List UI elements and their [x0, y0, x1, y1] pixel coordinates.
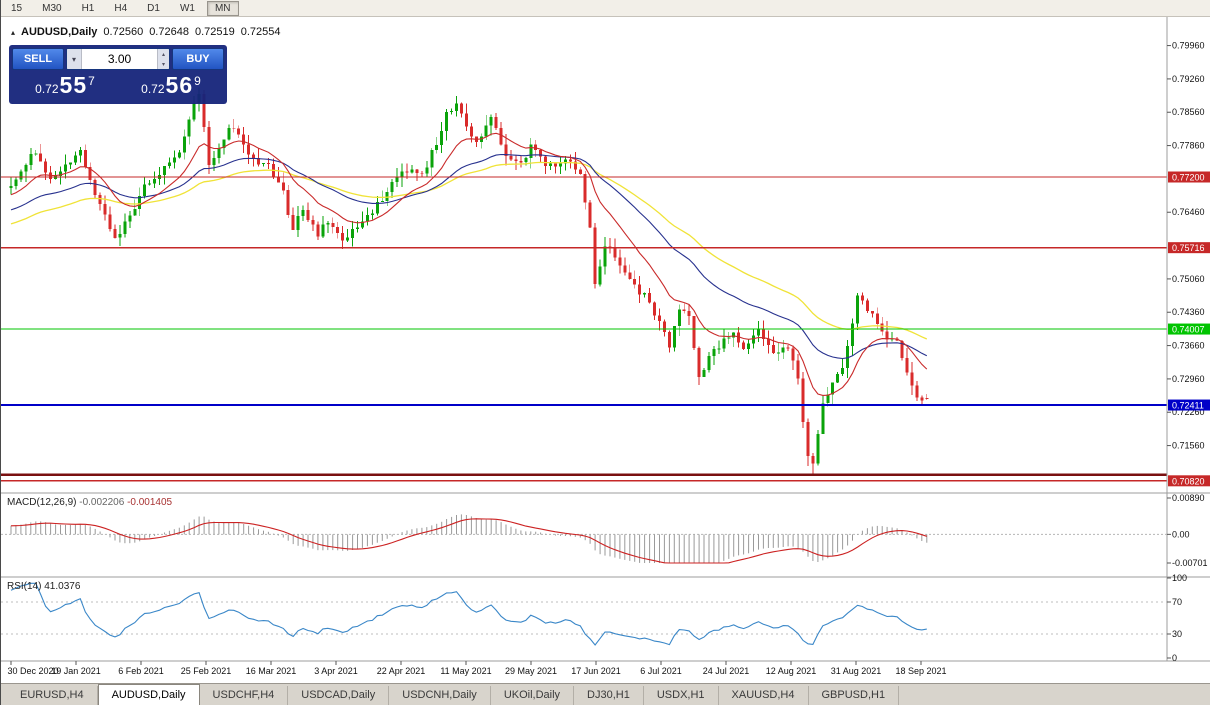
buy-button[interactable]: BUY: [172, 48, 224, 70]
svg-text:0.72411: 0.72411: [1172, 401, 1204, 411]
svg-text:22 Apr 2021: 22 Apr 2021: [377, 666, 426, 676]
bid-price: 0.72 55 7: [12, 72, 118, 101]
spin-up-icon[interactable]: ▴: [158, 49, 169, 59]
svg-text:0.72960: 0.72960: [1172, 374, 1205, 384]
svg-text:0.70820: 0.70820: [1172, 476, 1205, 486]
tab-gbpusd-h1[interactable]: GBPUSD,H1: [809, 686, 900, 705]
tab-audusd-daily[interactable]: AUDUSD,Daily: [97, 684, 200, 705]
rsi-panel: 100 70 30 0 RSI(14) 41.0376: [1, 573, 1187, 663]
svg-text:0.75060: 0.75060: [1172, 274, 1205, 284]
svg-text:31 Aug 2021: 31 Aug 2021: [831, 666, 882, 676]
volume-control: ▾ 3.00 ▴ ▾: [66, 48, 170, 70]
timeframe-15[interactable]: 15: [11, 2, 23, 14]
ohlc-high: 0.72648: [149, 26, 189, 38]
svg-text:0.74007: 0.74007: [1172, 325, 1205, 335]
timeframe-m30[interactable]: M30: [42, 2, 62, 14]
svg-text:0.72260: 0.72260: [1172, 407, 1205, 417]
ask-price: 0.72 56 9: [118, 72, 224, 101]
svg-text:29 May 2021: 29 May 2021: [505, 666, 557, 676]
tab-usdx-h1[interactable]: USDX,H1: [644, 686, 719, 705]
sell-button[interactable]: SELL: [12, 48, 64, 70]
bid-ask-row: 0.72 55 7 0.72 56 9: [12, 72, 224, 101]
macd-label: MACD(12,26,9) -0.002206 -0.001405: [7, 497, 173, 508]
svg-text:0.75716: 0.75716: [1172, 243, 1205, 253]
chart-title: ▴ AUDUSD,Daily 0.72560 0.72648 0.72519 0…: [11, 26, 280, 38]
timeframe-w1[interactable]: W1: [179, 2, 195, 14]
ohlc-close: 0.72554: [240, 26, 281, 38]
svg-text:100: 100: [1172, 573, 1187, 583]
spin-down-icon[interactable]: ▾: [158, 59, 169, 69]
volume-spinner[interactable]: ▴ ▾: [157, 49, 169, 69]
svg-text:0.74360: 0.74360: [1172, 307, 1205, 317]
svg-text:0.79260: 0.79260: [1172, 74, 1205, 84]
volume-dropdown-icon[interactable]: ▾: [67, 49, 82, 69]
timeframe-h4[interactable]: H4: [114, 2, 128, 14]
ohlc-low: 0.72519: [194, 26, 235, 38]
tab-usdchf-h4[interactable]: USDCHF,H4: [200, 686, 289, 705]
timeframe-toolbar: 15 M30 H1 H4 D1 W1 MN: [1, 0, 1210, 17]
svg-text:0.00: 0.00: [1172, 529, 1190, 539]
bid-pip: 7: [88, 74, 95, 88]
svg-text:0.77200: 0.77200: [1172, 173, 1205, 183]
tab-dj30-h1[interactable]: DJ30,H1: [574, 686, 644, 705]
svg-text:30 Dec 2020: 30 Dec 2020: [7, 666, 58, 676]
one-click-trading-panel: SELL ▾ 3.00 ▴ ▾ BUY 0.72 55 7: [9, 45, 227, 104]
svg-text:18 Sep 2021: 18 Sep 2021: [895, 666, 946, 676]
collapse-arrow-icon[interactable]: ▴: [11, 27, 16, 37]
svg-text:70: 70: [1172, 597, 1182, 607]
tab-usdcnh-daily[interactable]: USDCNH,Daily: [389, 686, 491, 705]
svg-text:6 Jul 2021: 6 Jul 2021: [640, 666, 682, 676]
axes-layer: 0.79960 0.79260 0.78560 0.77860 0.76460 0.750…: [1, 17, 1210, 662]
ask-big: 56: [165, 72, 194, 98]
svg-text:30: 30: [1172, 629, 1182, 639]
rsi-label: RSI(14) 41.0376: [7, 581, 81, 592]
tab-ukoil-daily[interactable]: UKOil,Daily: [491, 686, 575, 705]
svg-text:-0.00701: -0.00701: [1172, 558, 1208, 568]
svg-text:24 Jul 2021: 24 Jul 2021: [703, 666, 750, 676]
tab-xauusd-h4[interactable]: XAUUSD,H4: [719, 686, 809, 705]
ohlc-open: 0.72560: [103, 26, 144, 38]
chart-tabs-bar: EURUSD,H4 AUDUSD,Daily USDCHF,H4 USDCAD,Dai…: [1, 683, 1210, 705]
trade-controls-row: SELL ▾ 3.00 ▴ ▾ BUY: [12, 48, 224, 70]
chart-canvas[interactable]: 0.79960 0.79260 0.78560 0.77860 0.76460 0.750…: [1, 17, 1210, 683]
tab-eurusd-h4[interactable]: EURUSD,H4: [7, 686, 98, 705]
bid-big: 55: [59, 72, 88, 98]
svg-text:0.00890: 0.00890: [1172, 493, 1205, 503]
svg-text:0.73660: 0.73660: [1172, 341, 1205, 351]
svg-text:16 Mar 2021: 16 Mar 2021: [246, 666, 297, 676]
svg-text:0.77860: 0.77860: [1172, 141, 1205, 151]
bid-base: 0.72: [35, 82, 59, 96]
volume-input[interactable]: 3.00: [107, 52, 132, 66]
ask-base: 0.72: [141, 82, 165, 96]
timeframe-h1[interactable]: H1: [81, 2, 95, 14]
svg-text:11 May 2021: 11 May 2021: [440, 666, 491, 676]
svg-text:0.78560: 0.78560: [1172, 107, 1205, 117]
svg-text:12 Aug 2021: 12 Aug 2021: [766, 666, 817, 676]
timeframe-d1[interactable]: D1: [147, 2, 160, 14]
timeframe-mn[interactable]: MN: [206, 0, 239, 16]
horizontal-lines-layer: [1, 176, 1167, 482]
moving-averages-layer: [10, 132, 928, 396]
macd-panel: 0.00890 0.00 -0.00701 MACD(12,26,9) -0.0022…: [1, 493, 1208, 568]
svg-text:0.79960: 0.79960: [1172, 41, 1205, 51]
candles-layer: [9, 87, 929, 474]
svg-text:0: 0: [1172, 653, 1177, 663]
svg-text:0.71560: 0.71560: [1172, 441, 1205, 451]
svg-text:3 Apr 2021: 3 Apr 2021: [314, 666, 358, 676]
chart-area: 0.79960 0.79260 0.78560 0.77860 0.76460 0.750…: [1, 17, 1210, 683]
svg-text:17 Jun 2021: 17 Jun 2021: [571, 666, 621, 676]
svg-text:19 Jan 2021: 19 Jan 2021: [51, 666, 101, 676]
ask-pip: 9: [194, 74, 201, 88]
svg-text:0.76460: 0.76460: [1172, 207, 1205, 217]
svg-text:25 Feb 2021: 25 Feb 2021: [181, 666, 232, 676]
tab-usdcad-daily[interactable]: USDCAD,Daily: [288, 686, 390, 705]
svg-text:6 Feb 2021: 6 Feb 2021: [118, 666, 164, 676]
chart-symbol: AUDUSD,Daily: [21, 26, 98, 38]
